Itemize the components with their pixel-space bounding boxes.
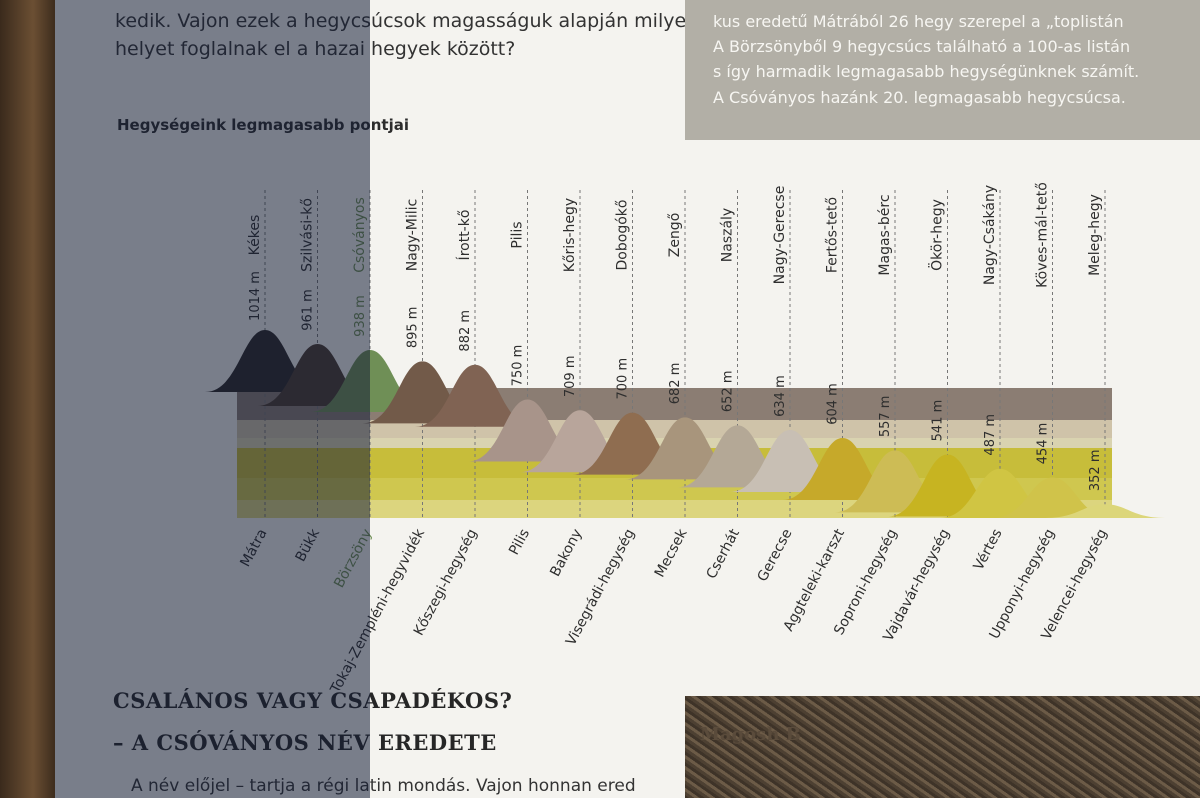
height-label: 604 m — [826, 383, 841, 425]
range-name-label: Mecsek — [652, 526, 691, 581]
peak-name-label: Dobogókő — [615, 200, 631, 271]
peak-name-label: Köves-mál-tető — [1035, 182, 1051, 288]
peak-name-label: Magas-bérc — [877, 194, 893, 275]
height-label: 1014 m — [248, 271, 263, 321]
peak-name-label: Nagy-Gerecse — [772, 186, 788, 285]
range-name-label: Tokaj-Zempléni-hegyvidék — [327, 526, 428, 690]
peak-name-label: Fertős-tető — [825, 197, 841, 273]
map-photo-label: Magosh B — [700, 724, 801, 745]
peak-name-label: Ökör-hegy — [928, 199, 946, 271]
mountain-mark — [992, 477, 1113, 518]
height-label: 541 m — [931, 400, 946, 442]
height-label: 882 m — [458, 310, 473, 352]
info-box-line-1: kus eredetű Mátrából 26 hegy szerepel a … — [713, 12, 1124, 31]
range-name-label: Bükk — [293, 526, 324, 565]
height-label: 352 m — [1088, 450, 1103, 492]
range-name-label: Bakony — [547, 526, 585, 579]
range-name-label: Pilis — [506, 526, 533, 557]
peak-name-label: Nagy-Csákány — [982, 185, 998, 285]
peak-name-label: Írott-kő — [456, 210, 473, 261]
peak-name-label: Meleg-hegy — [1087, 194, 1103, 276]
info-box-line-3: s így harmadik legmagasabb hegységünknek… — [713, 62, 1140, 81]
peak-name-label: Pilis — [510, 221, 526, 248]
section-heading-1: CSALÁNOS VAGY CSAPADÉKOS? — [113, 688, 513, 713]
height-label: 709 m — [563, 356, 578, 398]
section-body-text: A név előjel – tartja a régi latin mondá… — [131, 776, 636, 796]
height-label: 487 m — [983, 414, 998, 456]
peak-name-label: Szilvási-kő — [300, 198, 316, 272]
peak-name-label: Csóványos — [352, 197, 368, 273]
range-name-label: Gerecse — [755, 526, 796, 584]
info-box-line-4: A Csóványos hazánk 20. legmagasabb hegyc… — [713, 88, 1126, 107]
height-label: 750 m — [511, 345, 526, 387]
info-box-line-2: A Börzsönyből 9 hegycsúcs található a 10… — [713, 37, 1131, 56]
peak-name-label: Kőris-hegy — [562, 198, 578, 272]
mountain-mark — [1045, 504, 1165, 518]
height-label: 557 m — [878, 396, 893, 438]
map-photo — [685, 696, 1200, 798]
height-label: 454 m — [1036, 423, 1051, 465]
range-name-label: Vértes — [971, 526, 1006, 573]
peak-name-label: Naszály — [720, 208, 736, 262]
height-label: 700 m — [616, 358, 631, 400]
height-label: 652 m — [721, 371, 736, 413]
info-board: kedik. Vajon ezek a hegycsúcsok magasság… — [55, 0, 1200, 798]
height-label: 682 m — [668, 363, 683, 405]
mountain-mark — [415, 364, 535, 427]
board-frame — [0, 0, 55, 798]
peak-name-label: Nagy-Milic — [405, 199, 421, 271]
info-box — [685, 0, 1200, 140]
mountain-profile-chart: Kékes 1014 m Mátra Szilvási-kő 961 m Bükk Csóv… — [205, 182, 1165, 690]
height-label: 938 m — [353, 295, 368, 337]
range-name-label: Mátra — [237, 526, 270, 569]
section-heading-2: – A CSÓVÁNYOS NÉV EREDETE — [113, 730, 497, 755]
height-label: 961 m — [301, 289, 316, 331]
peak-name-label: Kékes — [247, 215, 263, 256]
peak-name-label: Zengő — [667, 213, 683, 258]
height-label: 895 m — [406, 307, 421, 349]
height-label: 634 m — [773, 375, 788, 417]
range-name-label: Cserhát — [703, 526, 743, 582]
range-name-label: Börzsöny — [331, 526, 375, 590]
